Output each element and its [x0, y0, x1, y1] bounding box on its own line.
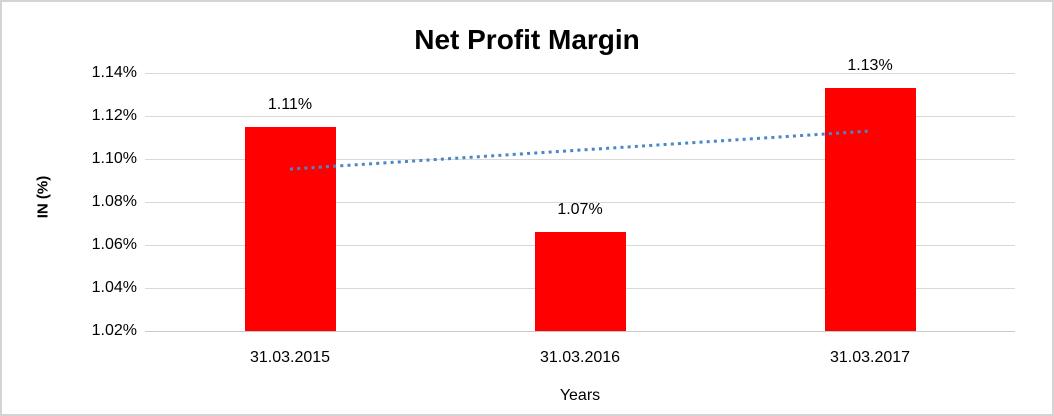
data-label: 1.07%	[557, 201, 603, 219]
bar-31.03.2016	[534, 232, 626, 331]
y-tick-label: 1.14%	[91, 64, 137, 81]
data-label: 1.11%	[267, 95, 313, 113]
x-tick-label: 31.03.2015	[249, 349, 331, 366]
y-tick-label: 1.06%	[91, 236, 137, 253]
bar-31.03.2015	[244, 126, 336, 331]
chart-title: Net Profit Margin	[414, 24, 640, 55]
data-label: 1.13%	[847, 57, 893, 75]
trendline-dotted-line	[289, 129, 871, 171]
gridline	[145, 116, 1015, 117]
gridline	[145, 73, 1015, 74]
y-tick-label: 1.02%	[91, 322, 137, 339]
gridline	[145, 331, 1015, 332]
y-tick-label: 1.12%	[91, 107, 137, 124]
y-tick-label: 1.04%	[91, 279, 137, 296]
bar-31.03.2017	[824, 88, 916, 331]
x-axis-title: Years	[559, 387, 601, 404]
y-tick-label: 1.10%	[91, 150, 137, 167]
gridline	[145, 202, 1015, 203]
x-tick-label: 31.03.2016	[539, 349, 621, 366]
x-tick-label: 31.03.2017	[829, 349, 911, 366]
y-tick-label: 1.08%	[91, 193, 137, 210]
